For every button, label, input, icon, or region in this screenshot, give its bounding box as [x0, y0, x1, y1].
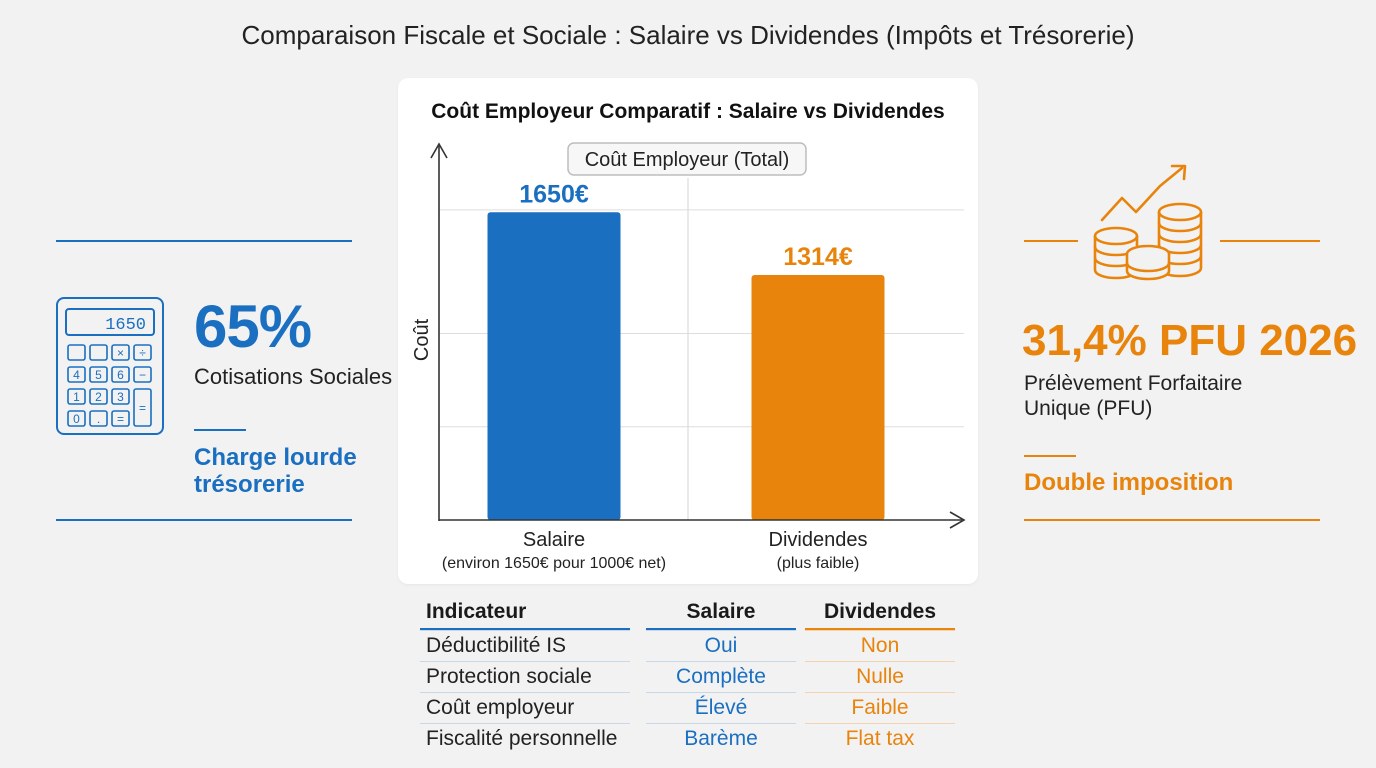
left-note-line-1: Charge lourde — [194, 444, 357, 471]
x-tick-label: Salaire — [523, 529, 585, 551]
legend-box — [567, 142, 807, 176]
calculator-key-label: . — [97, 412, 100, 426]
calculator-key — [111, 344, 130, 361]
bar-value-label: 1314€ — [783, 243, 853, 271]
right-note: Double imposition — [1024, 469, 1234, 496]
left-note-line-2: trésorerie — [194, 471, 305, 498]
calculator-key-label: ÷ — [139, 346, 146, 360]
left-divider-top — [56, 240, 352, 242]
calculator-key-label: = — [139, 401, 146, 415]
y-axis-label: Coût — [411, 318, 433, 361]
calculator-key-label: × — [117, 346, 124, 360]
calculator-keys: 1650 × ÷ 4 5 6 − 1 2 3 0. = = — [65, 308, 155, 427]
chart-title: Coût Employeur Comparatif : Salaire vs D… — [431, 100, 944, 123]
bar-value-label: 1650€ — [519, 180, 589, 208]
table-cell: Protection sociale — [420, 661, 630, 692]
x-tick-label: Dividendes — [769, 529, 868, 551]
bar-chart: Coût Employeur Comparatif : Salaire vs D… — [411, 100, 966, 572]
table-cell: Nulle — [805, 661, 955, 692]
table-cell: Élevé — [646, 692, 796, 723]
pfu-label-line-2: Unique (PFU) — [1024, 397, 1153, 420]
table-cell: Flat tax — [805, 723, 955, 754]
calculator-key — [67, 344, 86, 361]
right-divider-bottom — [1024, 519, 1320, 521]
table-header-indicator: Indicateur — [420, 596, 630, 630]
table-cell: Faible — [805, 692, 955, 723]
x-tick-note: (plus faible) — [777, 555, 860, 572]
bar-salaire — [487, 212, 621, 520]
calculator-key — [133, 344, 152, 361]
calculator-key-label: 0 — [73, 412, 80, 426]
calculator-key — [111, 388, 130, 405]
left-note: Charge lourde trésorerie — [194, 444, 374, 498]
chart-card: Coût Employeur Comparatif : Salaire vs D… — [398, 78, 978, 584]
bar-dividendes — [751, 274, 885, 520]
calculator-key — [67, 366, 86, 383]
calculator-key — [133, 366, 152, 383]
calculator-key — [111, 410, 130, 427]
legend-label: Coût Employeur (Total) — [585, 149, 790, 171]
x-axis-arrow — [949, 511, 966, 529]
social-contributions-percent: 65% — [194, 293, 312, 360]
calculator-key — [89, 344, 108, 361]
right-divider-top-right — [1220, 240, 1320, 242]
table-cell: Barème — [646, 723, 796, 754]
calculator-key — [89, 366, 108, 383]
calculator-key — [89, 388, 108, 405]
calculator-key — [111, 366, 130, 383]
social-contributions-label: Cotisations Sociales — [194, 364, 393, 389]
calculator-key-label: − — [139, 368, 146, 382]
table-cell: Coût employeur — [420, 692, 630, 723]
calculator-key-label: 3 — [117, 390, 124, 404]
table-header-salary: Salaire — [646, 596, 796, 630]
page-title: Comparaison Fiscale et Sociale : Salaire… — [241, 20, 1135, 50]
left-short-divider — [194, 429, 246, 431]
pfu-label: Prélèvement Forfaitaire Unique (PFU) — [1024, 371, 1284, 421]
table-column-salary: Salaire Oui Complète Élevé Barème — [646, 596, 796, 754]
y-axis-arrow — [430, 142, 448, 159]
table-column-dividends: Dividendes Non Nulle Faible Flat tax — [805, 596, 955, 754]
right-divider-top-left — [1024, 240, 1078, 242]
calculator-key-label: 4 — [73, 368, 80, 382]
calculator-key-tall — [133, 388, 152, 427]
calculator-key-label: 5 — [95, 368, 102, 382]
table-cell: Oui — [646, 630, 796, 661]
calculator-icon: 1650 × ÷ 4 5 6 − 1 2 3 0. = = — [56, 297, 164, 435]
table-header-dividends: Dividendes — [805, 596, 955, 630]
calculator-display: 1650 — [105, 316, 146, 335]
calculator-key-label: 1 — [73, 390, 80, 404]
pfu-headline: 31,4% PFU 2026 — [1022, 316, 1358, 365]
calculator-key — [67, 410, 86, 427]
calculator-key — [89, 410, 108, 427]
table-cell: Déductibilité IS — [420, 630, 630, 661]
calculator-key-label: = — [117, 412, 124, 426]
pfu-label-line-1: Prélèvement Forfaitaire — [1024, 372, 1243, 395]
x-tick-note: (environ 1650€ pour 1000€ net) — [442, 555, 666, 572]
left-divider-bottom — [56, 519, 352, 521]
coins-growth-icon — [1093, 164, 1203, 281]
calculator-key-label: 6 — [117, 368, 124, 382]
table-cell: Non — [805, 630, 955, 661]
right-short-divider — [1024, 455, 1076, 457]
table-cell: Complète — [646, 661, 796, 692]
table-column-indicator: Indicateur Déductibilité IS Protection s… — [420, 596, 630, 754]
calculator-key — [67, 388, 86, 405]
calculator-key-label: 2 — [95, 390, 102, 404]
table-cell: Fiscalité personnelle — [420, 723, 630, 754]
